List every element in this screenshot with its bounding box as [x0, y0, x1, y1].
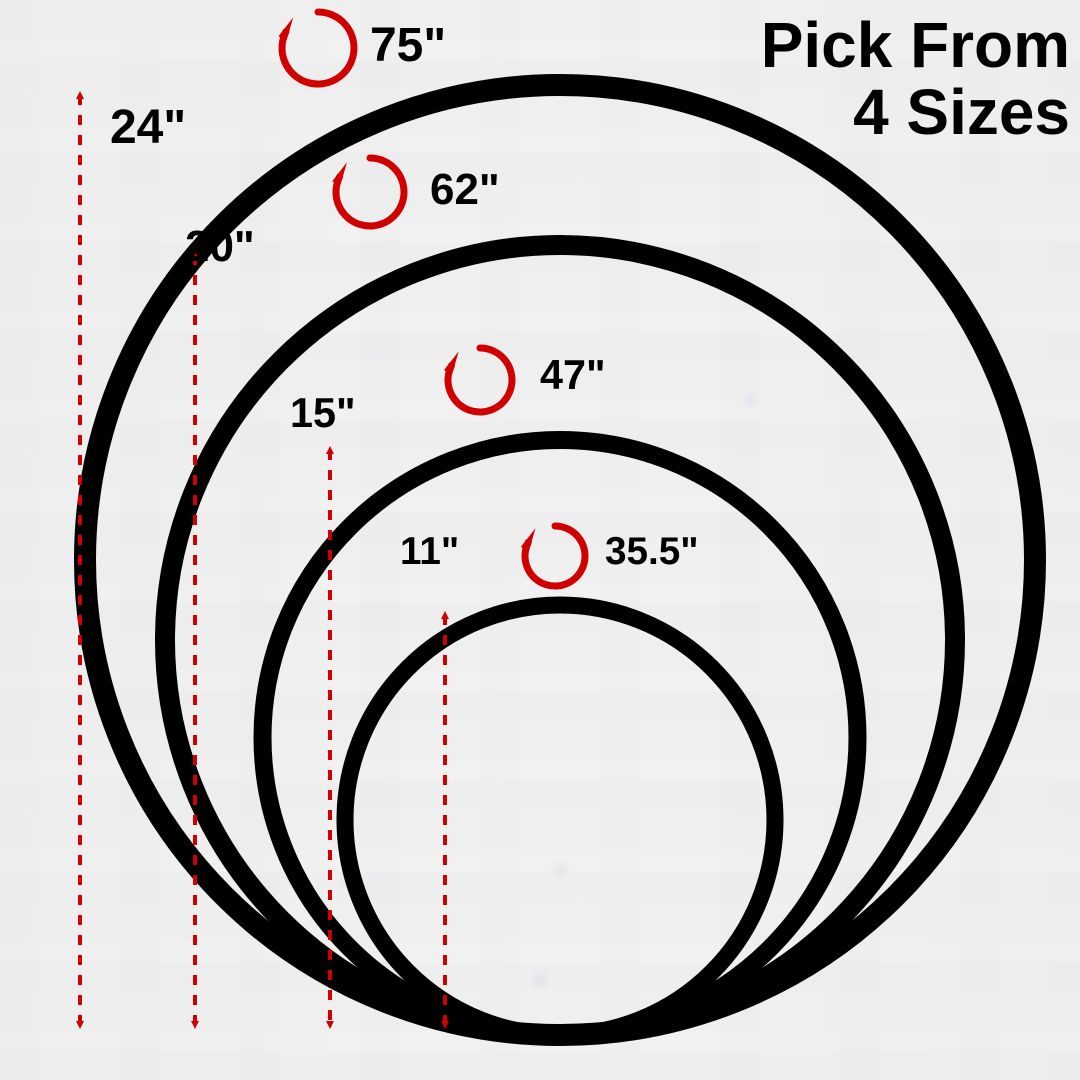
ring-11-circumference-icon	[525, 526, 585, 586]
ring-24-circumference-label: 75"	[370, 18, 446, 73]
ring-24-circumference-icon	[282, 12, 354, 84]
ring-20-circumference-label: 62"	[430, 165, 500, 215]
ring-20-circumference-arrowhead	[332, 162, 347, 185]
infographic-canvas: Pick From 4 Sizes 24" 75" 20" 62" 15" 47" 11" 3…	[0, 0, 1080, 1080]
ring-11	[345, 605, 775, 1035]
ring-24-circumference-arrowhead	[278, 17, 293, 40]
title-line-2: 4 Sizes	[761, 79, 1070, 146]
diagram-svg	[0, 0, 1080, 1080]
ring-15-diameter-label: 15"	[290, 390, 356, 437]
ring-15-circumference-arrowhead	[444, 351, 459, 374]
title-line-1: Pick From	[761, 12, 1070, 79]
ring-24-diameter-label: 24"	[110, 100, 186, 155]
ring-11-circumference-arrowhead	[521, 528, 536, 551]
ring-20-circumference-icon	[336, 158, 404, 226]
ring-15-circumference-icon	[448, 348, 512, 412]
ring-15-circumference-label: 47"	[540, 352, 606, 399]
title-text: Pick From 4 Sizes	[761, 12, 1070, 146]
ring-20-diameter-label: 20"	[185, 222, 255, 272]
ring-11-circumference-label: 35.5"	[605, 530, 699, 574]
ring-11-diameter-label: 11"	[400, 530, 459, 574]
